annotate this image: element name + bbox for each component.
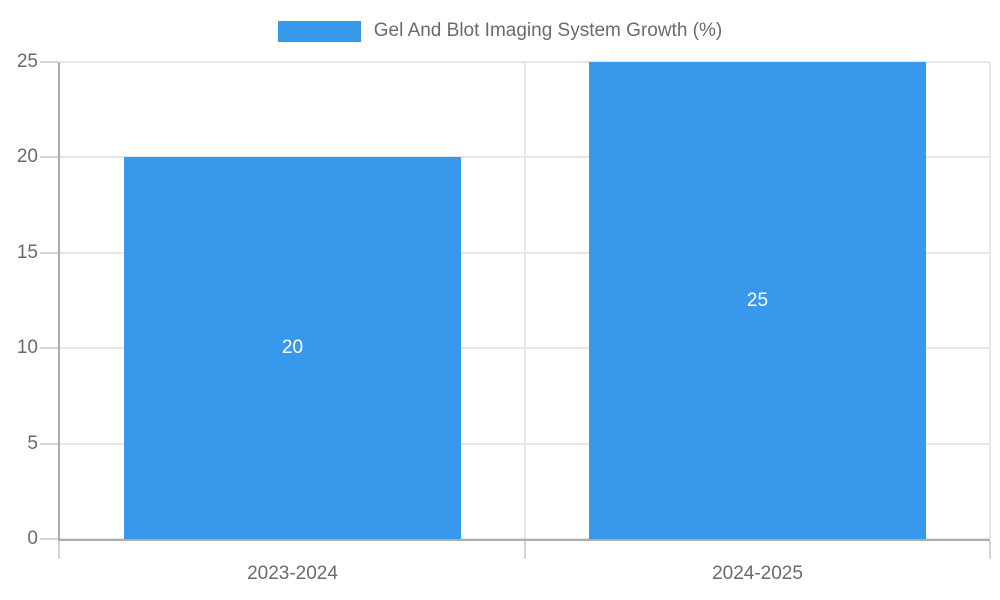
y-tick-label: 15 <box>16 241 38 263</box>
y-axis-tick <box>40 538 58 540</box>
chart-legend[interactable]: Gel And Blot Imaging System Growth (%) <box>0 18 1000 44</box>
x-tick-label: 2024-2025 <box>712 563 803 584</box>
gridline-vertical <box>989 62 991 539</box>
bar-value-label: 20 <box>281 337 304 359</box>
x-axis-tick <box>524 541 526 559</box>
y-tick-label: 5 <box>27 432 38 454</box>
x-axis-tick <box>58 541 60 559</box>
plot-area: 20 25 0 5 10 15 20 25 2023-2024 2024-2025 <box>17 51 991 584</box>
y-axis-tick <box>40 61 58 63</box>
y-tick-label: 0 <box>27 528 38 549</box>
legend-label: Gel And Blot Imaging System Growth (%) <box>373 20 723 41</box>
y-tick-label: 20 <box>16 146 38 168</box>
gridline-vertical <box>524 62 526 539</box>
y-axis-line <box>58 62 60 541</box>
y-axis-tick <box>40 347 58 350</box>
bar-2023-2024[interactable] <box>124 157 461 539</box>
y-axis-tick <box>40 442 58 445</box>
x-axis-line <box>58 539 990 541</box>
x-axis-tick <box>989 541 991 559</box>
y-axis-tick <box>40 251 58 254</box>
x-tick-label: 2023-2024 <box>247 563 338 584</box>
y-tick-label: 10 <box>16 337 38 359</box>
bar-value-label: 25 <box>746 289 769 311</box>
y-axis-tick <box>40 156 58 159</box>
y-tick-label: 25 <box>16 51 38 72</box>
legend-swatch <box>277 20 361 42</box>
bar-2024-2025[interactable] <box>589 62 926 539</box>
